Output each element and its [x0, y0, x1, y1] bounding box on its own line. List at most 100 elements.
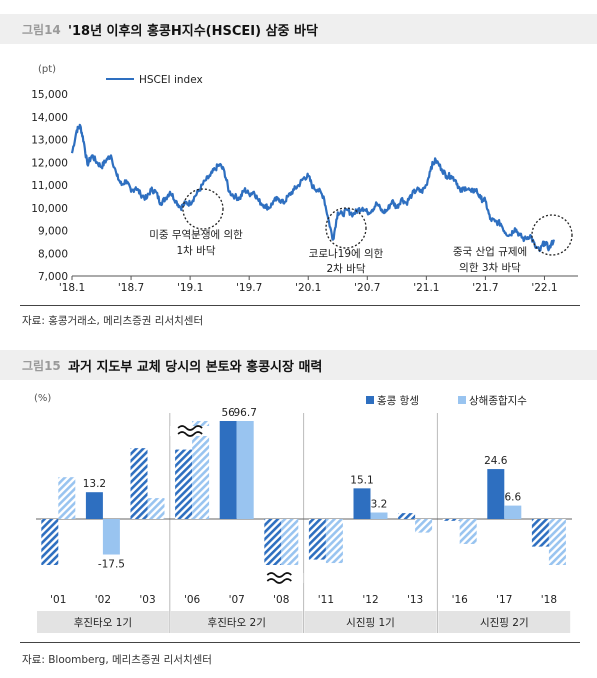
x-tick-label: '19.1 — [177, 282, 203, 294]
axis-break-mark — [266, 572, 292, 578]
bar-sh-01 — [58, 477, 76, 519]
y-tick-label: 13,000 — [31, 135, 68, 147]
x-category-label: '03 — [139, 594, 155, 606]
x-category-label: '08 — [273, 594, 289, 606]
fig1-bottom-rule — [20, 305, 580, 306]
annotation-3-line2: 의한 3차 바닥 — [459, 262, 521, 274]
bar-sh-06 — [192, 421, 210, 519]
y-tick-label: 7,000 — [38, 271, 68, 283]
bar-hk-07 — [219, 421, 237, 519]
bar-sh-12 — [370, 512, 388, 519]
y-tick-label: 14,000 — [31, 112, 68, 124]
x-tick-label: '19.7 — [236, 282, 262, 294]
y-axis-unit: (%) — [34, 393, 51, 404]
x-category-label: '11 — [318, 594, 334, 606]
data-label: 24.6 — [484, 455, 508, 467]
trough-circle-3 — [531, 214, 573, 256]
y-tick-label: 11,000 — [31, 180, 68, 192]
series-line-hscei — [70, 123, 555, 253]
fig1-number: 그림14 — [22, 23, 61, 37]
x-tick-label: '20.1 — [295, 282, 321, 294]
legend-swatch-hk — [366, 396, 374, 404]
axis-break-gap — [170, 426, 215, 436]
annotation-2-line1: 코로나19에 의한 — [309, 248, 384, 260]
fig1-header: 그림14 '18년 이후의 홍콩H지수(HSCEI) 삼중 바닥 — [0, 14, 597, 44]
x-tick-label: '22.1 — [531, 282, 557, 294]
x-category-label: '18 — [541, 594, 557, 606]
axis-break-mark — [266, 578, 292, 584]
bar-hk-08 — [264, 519, 282, 565]
legend: HSCEI index — [106, 74, 203, 86]
bar-hk-03 — [130, 448, 148, 519]
bar-hk-06 — [175, 449, 193, 519]
legend-label-sh: 상해종합지수 — [469, 394, 527, 407]
line-chart-hscei: (pt) HSCEI index 7,000 8,000 9,000 10,000 11… — [31, 64, 578, 294]
axis-break-gap — [259, 573, 304, 583]
x-category-label: '06 — [184, 594, 201, 606]
x-category-label: '16 — [452, 594, 469, 606]
fig1-source: 자료: 홍콩거래소, 메리츠증권 리서치센터 — [22, 315, 204, 327]
data-label: 56 — [222, 407, 236, 419]
bar-hk-02 — [85, 492, 103, 519]
bar-hk-17 — [487, 469, 505, 519]
bar-sh-16 — [459, 519, 477, 544]
fig2-source: 자료: Bloomberg, 메리츠증권 리서치센터 — [22, 654, 212, 666]
y-tick-label: 10,000 — [31, 203, 68, 215]
group-label: 후진타오 1기 — [74, 617, 132, 629]
x-tick-label: '21.7 — [472, 282, 498, 294]
bar-hk-16 — [442, 519, 460, 521]
group-band — [304, 611, 437, 633]
bar-sh-03 — [147, 498, 165, 519]
y-axis-unit: (pt) — [38, 64, 56, 75]
axis-break-mark — [177, 431, 203, 437]
x-tick-label: '20.7 — [354, 282, 380, 294]
x-category-label: '07 — [229, 594, 245, 606]
data-label: 13.2 — [83, 478, 106, 490]
bar-hk-01 — [41, 519, 59, 565]
x-category-label: '17 — [496, 594, 512, 606]
y-tick-label: 15,000 — [31, 89, 68, 101]
annotation-1-line1: 미중 무역분쟁에 의한 — [149, 229, 243, 241]
bar-hk-11 — [308, 519, 326, 560]
x-category-label: '02 — [95, 594, 111, 606]
fig2-title: 과거 지도부 교체 당시의 본토와 홍콩시장 매력 — [68, 360, 323, 375]
data-label: 15.1 — [350, 474, 373, 486]
y-tick-label: 12,000 — [31, 157, 68, 169]
group-label: 시진핑 2기 — [480, 617, 529, 629]
bar-sh-11 — [325, 519, 343, 564]
bar-hk-13 — [398, 513, 416, 519]
bar-hk-12 — [353, 488, 371, 519]
fig2-bottom-rule — [20, 642, 580, 643]
bar-sh-18 — [548, 519, 566, 565]
y-tick-label: 8,000 — [38, 248, 68, 260]
data-label: -17.5 — [98, 559, 125, 571]
legend: 홍콩 항셍 상해종합지수 — [366, 394, 527, 407]
annotation-1-line2: 1차 바닥 — [177, 245, 216, 257]
group-band — [170, 611, 303, 633]
x-category-label: '12 — [362, 594, 378, 606]
trough-circle-2 — [325, 207, 367, 249]
legend-label: HSCEI index — [139, 74, 203, 86]
axis-break-mark — [177, 425, 203, 431]
group-band — [438, 611, 571, 633]
annotation-2-line2: 2차 바닥 — [327, 263, 366, 275]
x-category-label: '13 — [407, 594, 423, 606]
fig2-header: 그림15 과거 지도부 교체 당시의 본토와 홍콩시장 매력 — [0, 350, 597, 380]
bar-sh-07 — [236, 421, 254, 519]
bar-hk-18 — [531, 519, 549, 547]
bar-sh-08 — [281, 519, 299, 565]
group-label: 후진타오 2기 — [208, 617, 266, 629]
fig2-number: 그림15 — [22, 359, 61, 373]
data-label: 3.2 — [371, 499, 388, 511]
y-tick-label: 9,000 — [38, 226, 68, 238]
annotation-3-line1: 중국 산업 규제에 — [453, 245, 527, 258]
trough-circle-1 — [182, 188, 224, 230]
x-tick-label: '18.1 — [59, 282, 85, 294]
x-tick-label: '18.7 — [118, 282, 144, 294]
data-label: 6.6 — [504, 492, 521, 504]
bar-sh-02 — [102, 519, 120, 555]
x-tick-label: '21.1 — [413, 282, 439, 294]
fig1-title: '18년 이후의 홍콩H지수(HSCEI) 삼중 바닥 — [68, 24, 318, 39]
group-band — [37, 611, 169, 633]
